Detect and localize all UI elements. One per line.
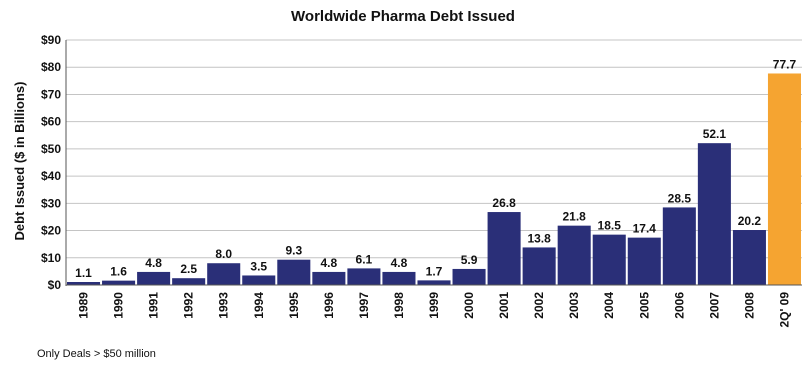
bar: [732, 230, 766, 285]
data-label: 21.8: [563, 210, 587, 224]
x-tick-label: 1992: [182, 292, 196, 319]
x-axis-ticks: 1989 1990 1991 1992 1993 1994 1995 1996 1997 1998…: [77, 292, 792, 328]
x-tick-label: 1993: [217, 292, 231, 319]
bar: [592, 234, 626, 285]
data-label: 9.3: [285, 244, 302, 258]
data-label: 1.1: [75, 266, 92, 280]
bar: [242, 275, 276, 285]
bars: [67, 73, 801, 285]
y-tick-label: $70: [41, 87, 61, 101]
x-tick-label: 2003: [567, 292, 581, 319]
bar: [172, 278, 206, 285]
x-tick-label: 2002: [532, 292, 546, 319]
x-tick-label: 2000: [462, 292, 476, 319]
bar: [662, 207, 696, 285]
bar: [697, 143, 731, 285]
data-label: 4.8: [321, 256, 338, 270]
data-label: 13.8: [527, 231, 551, 245]
data-label: 4.8: [391, 256, 408, 270]
data-label: 17.4: [633, 222, 657, 236]
y-tick-label: $10: [41, 251, 61, 265]
data-label: 1.6: [110, 265, 127, 279]
x-tick-label: 1991: [147, 292, 161, 319]
x-tick-label: 1998: [392, 292, 406, 319]
data-labels: 1.1 1.6 4.8 2.5 8.0 3.5 9.3 4.8 6.1 4.8 1.7 5.9 26.8…: [75, 57, 796, 280]
bar: [312, 271, 346, 285]
x-tick-label: 2007: [707, 292, 721, 319]
y-tick-label: $90: [41, 33, 61, 47]
x-tick-label: 2001: [497, 292, 511, 319]
bar: [277, 259, 311, 285]
data-label: 18.5: [598, 219, 622, 233]
bar: [452, 268, 486, 285]
x-tick-label: 2008: [742, 292, 756, 319]
bar: [137, 271, 171, 285]
bar: [522, 247, 556, 285]
bar: [347, 268, 381, 285]
data-label: 5.9: [461, 253, 478, 267]
data-label: 28.5: [668, 191, 692, 205]
y-tick-label: $80: [41, 60, 61, 74]
y-tick-label: $40: [41, 169, 61, 183]
x-tick-label: 1999: [427, 292, 441, 319]
data-label: 52.1: [703, 127, 727, 141]
y-tick-label: $0: [48, 278, 62, 292]
x-tick-label: 1995: [287, 292, 301, 319]
chart-title: Worldwide Pharma Debt Issued: [291, 8, 515, 25]
data-label: 26.8: [492, 196, 516, 210]
y-tick-label: $30: [41, 196, 61, 210]
data-label: 3.5: [250, 259, 267, 273]
x-tick-label: 1994: [252, 292, 266, 319]
y-tick-label: $50: [41, 142, 61, 156]
x-tick-label: 1990: [112, 292, 126, 319]
bar: [557, 225, 591, 285]
bar: [487, 212, 521, 285]
x-tick-label: 2005: [637, 292, 651, 319]
data-label: 4.8: [145, 256, 162, 270]
bar: [207, 263, 241, 285]
bar: [417, 280, 451, 285]
bar: [102, 280, 136, 285]
x-tick-label: 1997: [357, 292, 371, 319]
footnote: Only Deals > $50 million: [37, 348, 156, 360]
x-tick-label: 2006: [672, 292, 686, 319]
data-label: 8.0: [215, 247, 232, 261]
gridlines: [66, 39, 802, 259]
bar: [382, 271, 416, 285]
y-tick-label: $60: [41, 115, 61, 129]
data-label: 77.7: [773, 57, 797, 71]
bar: [67, 282, 101, 285]
data-label: 2.5: [180, 262, 197, 276]
bar: [627, 237, 661, 285]
y-tick-label: $20: [41, 224, 61, 238]
x-tick-label: 2Q' 09: [777, 292, 791, 328]
y-axis-label: Debt Issued ($ in Billions): [12, 82, 27, 241]
data-label: 6.1: [356, 252, 373, 266]
y-axis-ticks: $0 $10 $20 $30 $40 $50 $60 $70 $80 $90: [41, 33, 61, 292]
x-tick-label: 1996: [322, 292, 336, 319]
data-label: 20.2: [738, 214, 762, 228]
bar: [767, 73, 801, 285]
x-tick-label: 2004: [602, 292, 616, 319]
x-tick-label: 1989: [77, 292, 91, 319]
data-label: 1.7: [426, 264, 443, 278]
